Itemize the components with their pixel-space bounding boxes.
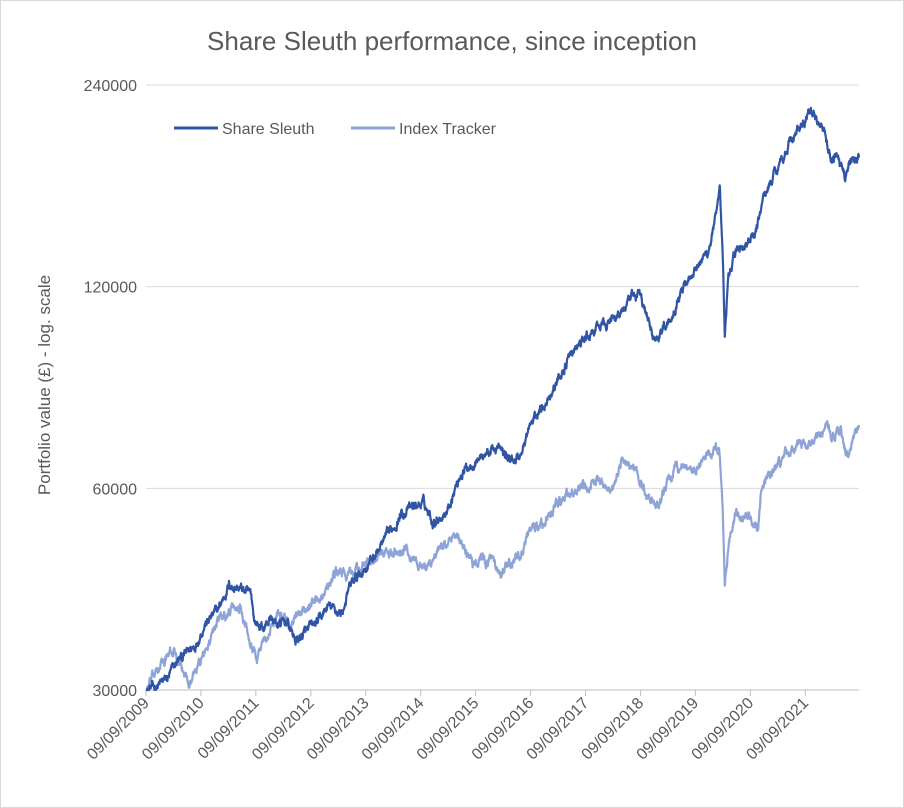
y-tick-label: 120000 [84, 280, 137, 297]
gridlines [146, 84, 859, 691]
legend-label: Share Sleuth [222, 121, 315, 138]
series-line-share-sleuth [145, 106, 861, 692]
y-tick-label: 240000 [84, 78, 137, 95]
y-tick-label: 60000 [93, 481, 138, 498]
series-lines [145, 106, 861, 692]
y-axis: 30000 60000 120000 240000 [84, 78, 137, 700]
chart-title: Share Sleuth performance, since inceptio… [207, 26, 697, 56]
legend-label: Index Tracker [399, 121, 497, 138]
y-tick-label: 30000 [93, 683, 138, 700]
y-axis-label: Portfolio value (£) - log. scale [35, 275, 54, 495]
x-axis: 09/09/200909/09/201009/09/201109/09/2012… [84, 689, 859, 763]
series-line-index-tracker [145, 420, 861, 692]
legend: Share Sleuth Index Tracker [174, 121, 497, 138]
